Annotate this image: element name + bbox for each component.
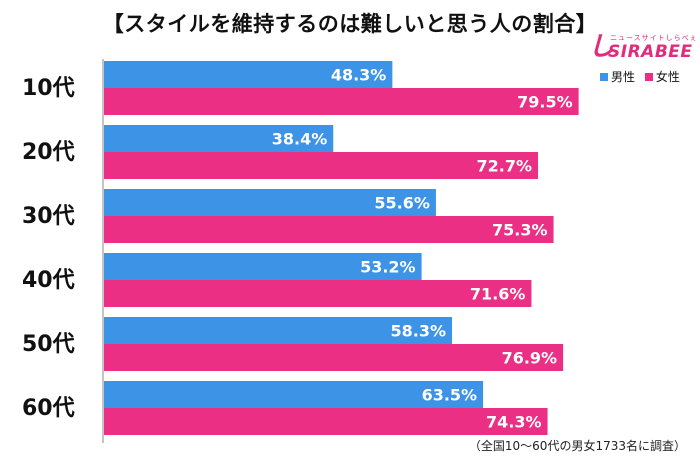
- bar-male: [104, 381, 484, 408]
- category-label: 50代: [22, 332, 75, 357]
- data-label-female: 74.3%: [486, 413, 542, 432]
- logo-subtitle: ニュースサイトしらべぇ: [610, 34, 698, 42]
- bar-female: [104, 152, 539, 179]
- bar-male: [104, 189, 436, 216]
- data-label-male: 55.6%: [374, 194, 430, 213]
- legend-swatch-male: [600, 72, 608, 81]
- bar-female: [104, 280, 532, 307]
- data-label-male: 48.3%: [331, 66, 387, 85]
- bar-female: [104, 88, 579, 115]
- data-label-female: 76.9%: [502, 349, 558, 368]
- bar-male: [104, 317, 453, 344]
- bar-female: [104, 216, 554, 243]
- bar-male: [104, 253, 422, 280]
- legend-label-male: 男性: [611, 70, 636, 84]
- legend-swatch-female: [644, 72, 653, 81]
- data-label-male: 58.3%: [391, 322, 447, 341]
- data-label-male: 53.2%: [360, 258, 416, 277]
- logo-wordmark: SIRABEE: [608, 42, 693, 62]
- data-label-female: 72.7%: [477, 157, 533, 176]
- data-label-female: 75.3%: [492, 221, 548, 240]
- legend: 男性 女性: [600, 68, 686, 85]
- data-label-female: 79.5%: [517, 93, 573, 112]
- data-label-female: 71.6%: [470, 285, 526, 304]
- category-label: 30代: [22, 204, 75, 229]
- bar-female: [104, 344, 564, 371]
- bar-female: [104, 408, 548, 435]
- data-label-male: 38.4%: [272, 130, 328, 149]
- footnote: （全国10～60代の男女1733名に調査）: [468, 439, 686, 453]
- legend-item-female: 女性: [644, 68, 680, 85]
- category-label: 40代: [22, 268, 75, 293]
- category-label: 10代: [22, 76, 75, 101]
- category-label: 20代: [22, 140, 75, 165]
- bar-male: [104, 61, 393, 88]
- data-label-male: 63.5%: [422, 386, 478, 405]
- legend-item-male: 男性: [600, 68, 635, 85]
- legend-label-female: 女性: [655, 70, 680, 84]
- sirabee-logo: ニュースサイトしらべぇ し SIRABEE: [588, 32, 698, 66]
- bar-male: [104, 125, 334, 152]
- category-label: 60代: [22, 396, 75, 421]
- chart-title: 【スタイルを維持するのは難しいと思う人の割合】: [102, 12, 598, 36]
